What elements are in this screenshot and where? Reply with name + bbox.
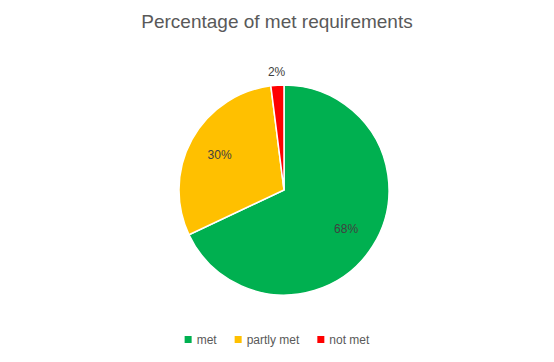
data-label: 68% [334, 222, 358, 236]
chart: Percentage of met requirements 68% 30% 2% me… [0, 0, 554, 362]
legend-swatch [235, 336, 242, 343]
slice [271, 85, 284, 190]
data-label: 2% [268, 65, 286, 79]
legend: met partly met not met [185, 333, 370, 347]
background [0, 0, 554, 362]
title: Percentage of met requirements [141, 11, 412, 32]
legend-label: not met [329, 333, 370, 347]
legend-item: partly met [235, 333, 300, 347]
legend-label: partly met [247, 333, 300, 347]
legend-label: met [197, 333, 218, 347]
slice [179, 86, 284, 235]
pie [179, 85, 389, 295]
legend-item: met [185, 333, 218, 347]
data-label: 30% [208, 148, 232, 162]
data-labels: 68% 30% 2% [208, 65, 359, 237]
legend-swatch [317, 336, 324, 343]
legend-item: not met [317, 333, 370, 347]
legend-swatch [185, 336, 192, 343]
